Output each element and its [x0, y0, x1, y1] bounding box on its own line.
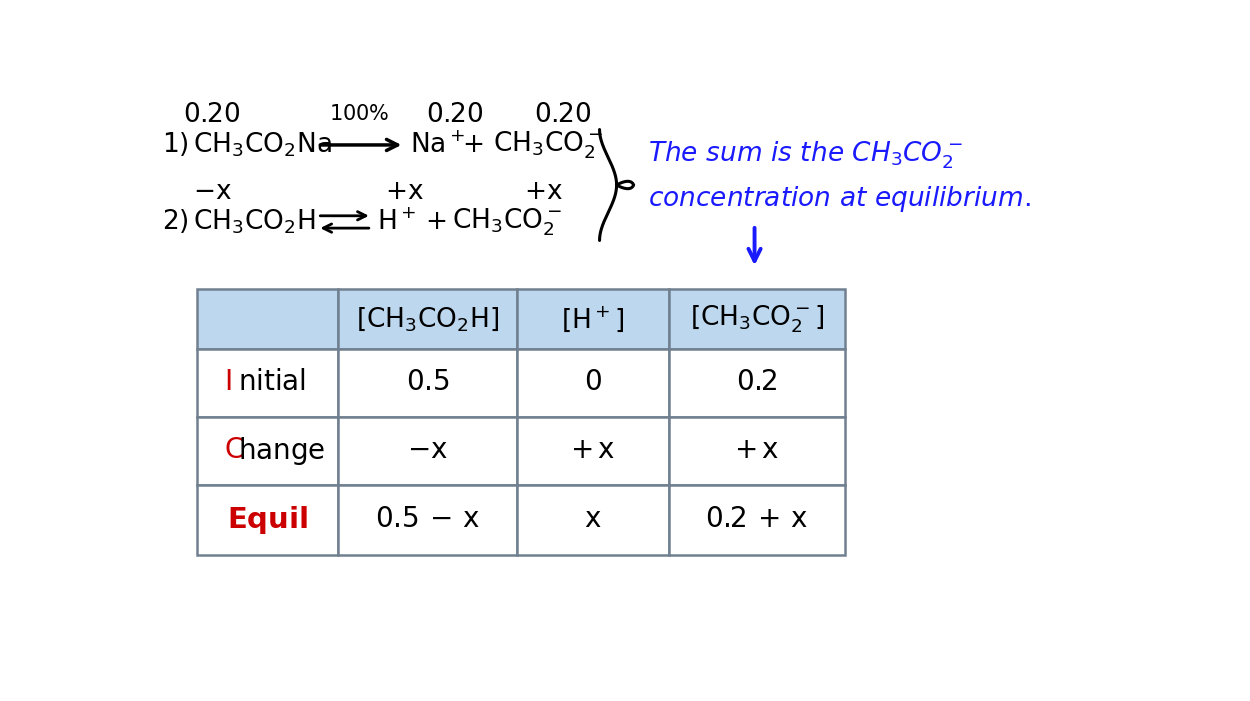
Text: $\mathrm{H^+}$: $\mathrm{H^+}$: [378, 209, 416, 235]
Bar: [518, 417, 669, 484]
Text: $0.20$: $0.20$: [535, 102, 591, 127]
Text: $+\mathrm{x}$: $+\mathrm{x}$: [385, 179, 424, 204]
Text: $0.5$: $0.5$: [406, 369, 449, 396]
Text: $-\mathrm{x}$: $-\mathrm{x}$: [192, 179, 231, 204]
Bar: [196, 349, 338, 417]
Text: $+$: $+$: [425, 210, 446, 234]
Bar: [518, 289, 669, 349]
Text: $+\,\mathrm{x}$: $+\,\mathrm{x}$: [570, 437, 615, 464]
Bar: [669, 484, 845, 555]
Text: $0.5\,-\,\mathrm{x}$: $0.5\,-\,\mathrm{x}$: [375, 506, 480, 533]
Text: $\mathrm{CH_3CO_2^-}$: $\mathrm{CH_3CO_2^-}$: [452, 206, 562, 238]
Text: $0.20$: $0.20$: [426, 102, 484, 127]
Bar: [669, 289, 845, 349]
Text: $-\mathrm{x}$: $-\mathrm{x}$: [408, 437, 447, 464]
Text: $\mathit{concentration\ at\ equilibrium.}$: $\mathit{concentration\ at\ equilibrium.…: [649, 184, 1031, 214]
Text: $0.2$: $0.2$: [736, 369, 778, 396]
Text: $\mathbf{Equil}$: $\mathbf{Equil}$: [226, 504, 308, 536]
Bar: [338, 349, 518, 417]
Text: $\mathrm{C}$: $\mathrm{C}$: [225, 437, 244, 464]
Text: $+\,\mathrm{x}$: $+\,\mathrm{x}$: [734, 437, 780, 464]
Text: $\mathrm{x}$: $\mathrm{x}$: [584, 506, 601, 533]
Text: $+\mathrm{x}$: $+\mathrm{x}$: [524, 179, 564, 204]
Text: $2)\,\mathrm{CH_3CO_2H}$: $2)\,\mathrm{CH_3CO_2H}$: [162, 207, 316, 236]
Text: $+$: $+$: [461, 132, 482, 158]
Bar: [669, 417, 845, 484]
Text: $0$: $0$: [584, 369, 602, 396]
Text: $\mathrm{I}$: $\mathrm{I}$: [225, 369, 232, 396]
Bar: [196, 417, 338, 484]
Bar: [338, 417, 518, 484]
Text: $\mathrm{nitial}$: $\mathrm{nitial}$: [238, 369, 306, 396]
Text: $[\mathrm{H^+}]$: $[\mathrm{H^+}]$: [561, 304, 625, 334]
Text: $\mathrm{CH_3CO_2^-}$: $\mathrm{CH_3CO_2^-}$: [494, 129, 602, 161]
Bar: [669, 349, 845, 417]
Bar: [338, 289, 518, 349]
Bar: [338, 484, 518, 555]
Text: $100\%$: $100\%$: [329, 104, 390, 124]
Text: $[\mathrm{CH_3CO_2H}]$: $[\mathrm{CH_3CO_2H}]$: [356, 305, 499, 333]
Bar: [196, 484, 338, 555]
Bar: [518, 349, 669, 417]
Text: $0.2\,+\,\mathrm{x}$: $0.2\,+\,\mathrm{x}$: [705, 506, 809, 533]
Bar: [518, 484, 669, 555]
Text: $0.20$: $0.20$: [184, 102, 241, 127]
Text: $1)\,\mathrm{CH_3CO_2Na}$: $1)\,\mathrm{CH_3CO_2Na}$: [162, 130, 332, 159]
Text: $\mathrm{hange}$: $\mathrm{hange}$: [238, 435, 325, 467]
Bar: [196, 289, 338, 349]
Text: $\mathrm{Na^+}$: $\mathrm{Na^+}$: [410, 132, 465, 158]
Text: $[\mathrm{CH_3CO_2^-}]$: $[\mathrm{CH_3CO_2^-}]$: [690, 304, 824, 334]
Text: $\mathit{The\ sum\ is\ the\ CH_3CO_2^-}$: $\mathit{The\ sum\ is\ the\ CH_3CO_2^-}$: [649, 140, 964, 172]
